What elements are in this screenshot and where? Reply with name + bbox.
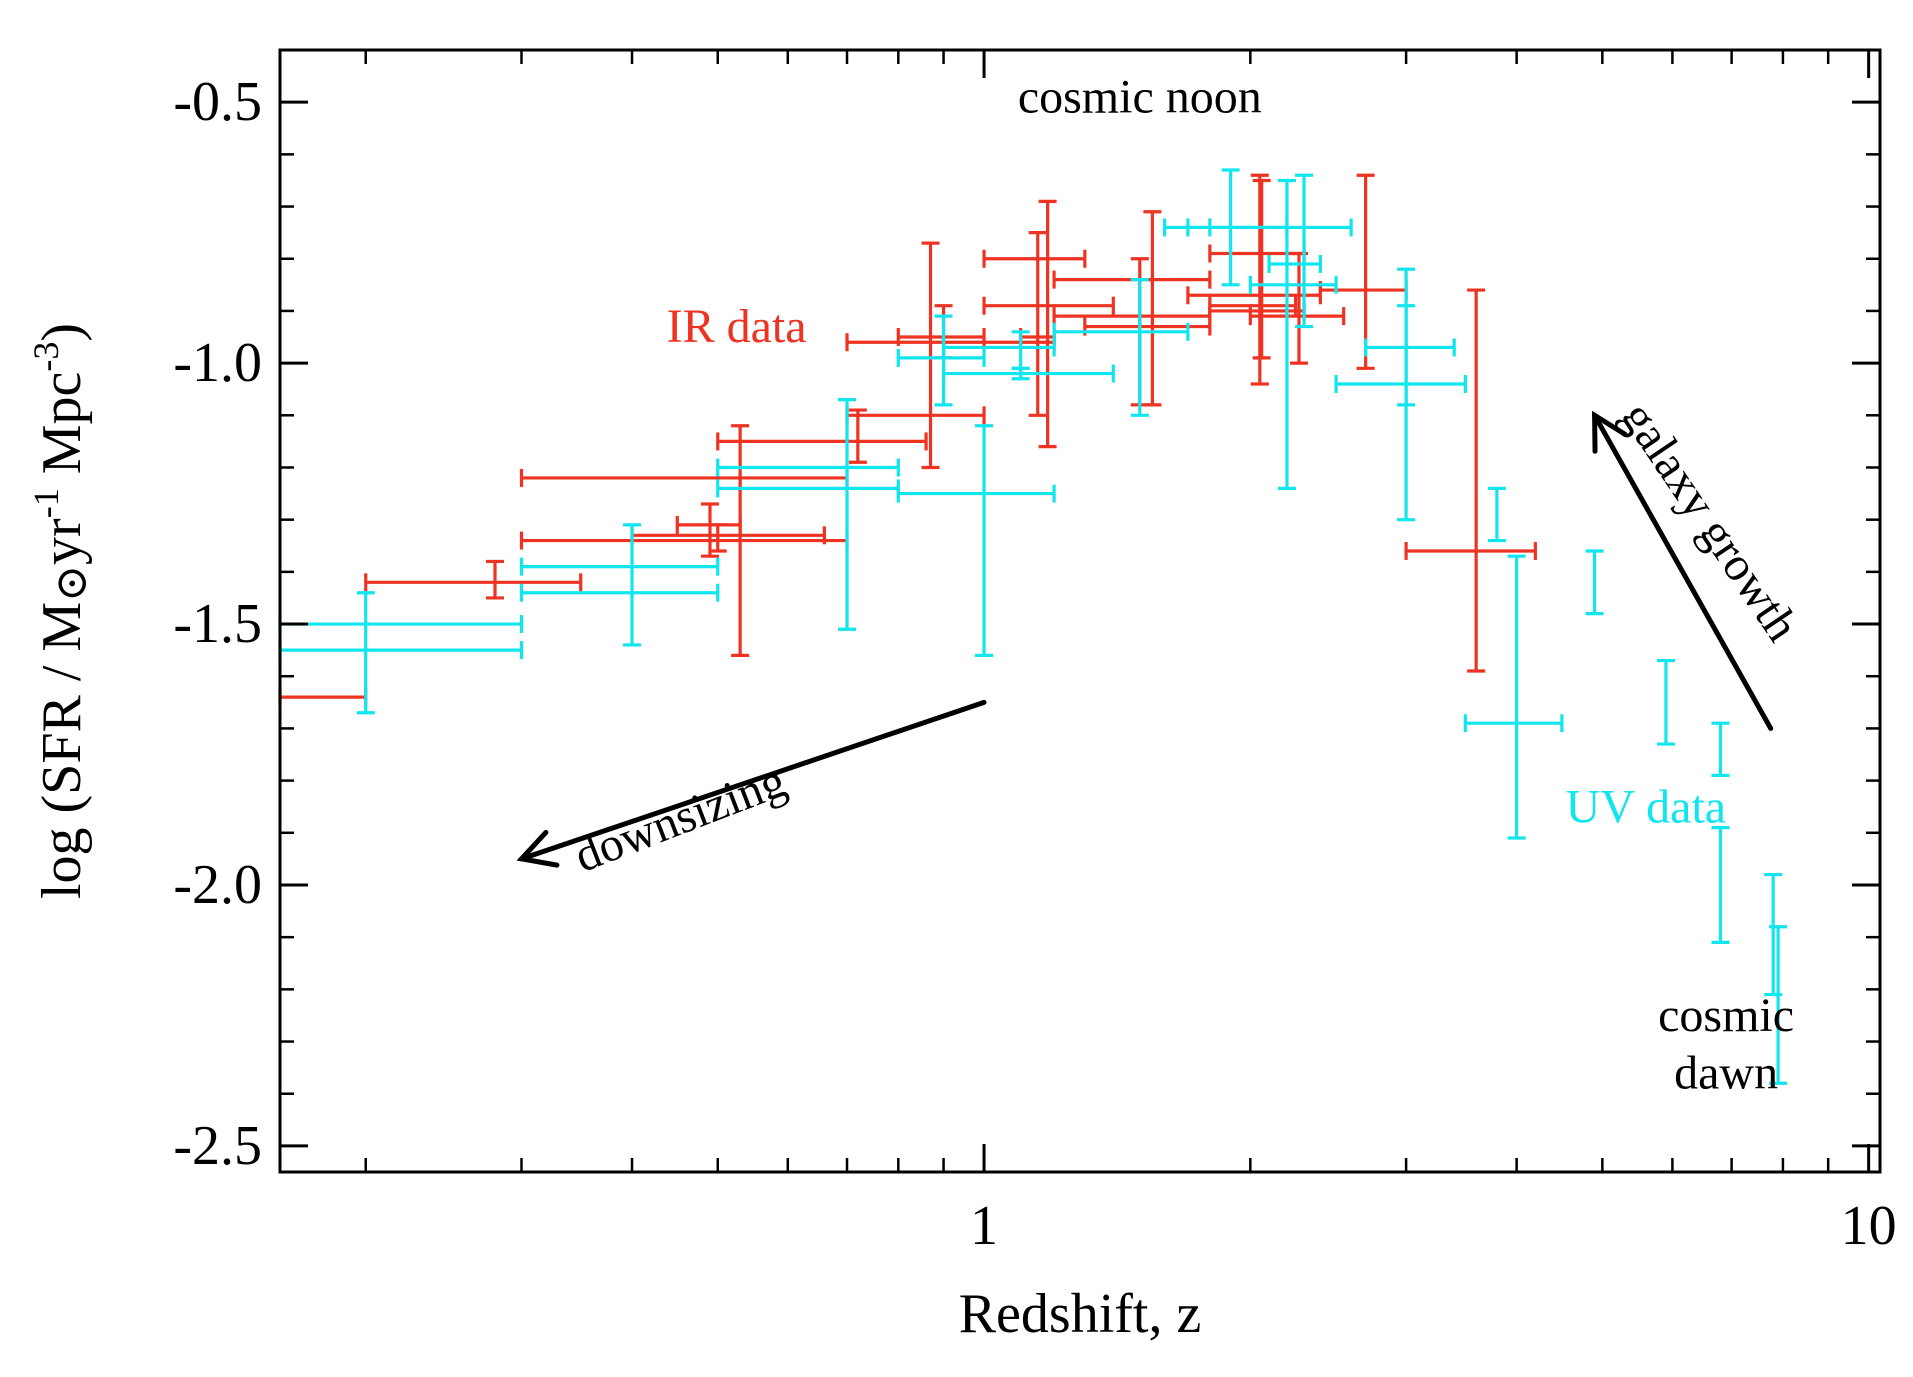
y-title-suffix: )	[31, 323, 93, 342]
downsizing-arrow	[516, 699, 987, 868]
y-title-mpc: Mpc	[31, 372, 93, 489]
data-point	[1248, 275, 1338, 294]
data-point	[278, 615, 524, 634]
axes: -0.5 -1.0 -1.5 -2.0 -2.5 1 10	[173, 48, 1897, 1257]
data-point	[1656, 658, 1675, 746]
y-tick-label: -2.5	[173, 1115, 262, 1177]
data-point	[278, 688, 368, 707]
data-point	[519, 557, 720, 576]
data-point	[519, 523, 849, 553]
y-tick-label: -1.0	[173, 332, 262, 394]
annotation-uv-label: UV data	[1566, 780, 1726, 833]
arrow-shaft	[1592, 412, 1774, 731]
data-point	[519, 468, 849, 487]
data-point	[941, 330, 1056, 370]
series-ir-data	[278, 173, 1537, 707]
data-point	[1711, 825, 1730, 944]
y-title-exp2: -3	[26, 342, 66, 372]
data-point	[1208, 178, 1353, 490]
galaxy-growth-arrow	[1592, 410, 1774, 731]
data-point	[1052, 278, 1190, 417]
data-point	[364, 559, 583, 600]
data-point	[1208, 244, 1306, 263]
data-point	[1083, 210, 1212, 407]
x-tick-label: 10	[1841, 1195, 1897, 1257]
y-axis-title: log (SFR / M⊙yr-1 Mpc-3)	[26, 323, 96, 899]
data-point	[896, 424, 1056, 657]
annotation-cosmic-dawn-2: dawn	[1674, 1047, 1778, 1100]
annotation-galaxy-growth: galaxy growth	[1611, 392, 1809, 650]
data-point	[1487, 486, 1506, 543]
data-point	[1769, 925, 1788, 1085]
data-point	[716, 458, 900, 477]
data-point	[982, 199, 1115, 449]
data-point	[1711, 721, 1730, 777]
data-point	[845, 241, 986, 470]
data-point	[278, 591, 524, 715]
x-axis-title: Redshift, z	[959, 1283, 1202, 1345]
data-point	[1208, 178, 1306, 360]
y-tick-label: -1.5	[173, 593, 262, 655]
data-point	[1267, 173, 1322, 329]
arrow-shaft	[518, 699, 987, 862]
data-point	[1334, 267, 1467, 522]
plot-frame	[278, 48, 1882, 1174]
annotation-ir-label: IR data	[667, 300, 807, 353]
annotation-cosmic-noon: cosmic noon	[1018, 71, 1262, 124]
data-point	[1248, 251, 1346, 365]
arrow-head	[516, 829, 560, 868]
x-tick-label: 1	[970, 1195, 998, 1257]
data-point	[1463, 554, 1564, 840]
data-point	[716, 398, 900, 631]
data-point	[1364, 304, 1456, 407]
data-marks	[278, 168, 1788, 1085]
data-point	[1585, 549, 1604, 616]
annotation-downsizing: downsizing	[567, 754, 793, 883]
data-point	[982, 249, 1087, 268]
data-point	[519, 523, 720, 647]
data-point	[1208, 173, 1298, 386]
annotation-cosmic-dawn-1: cosmic	[1658, 989, 1794, 1042]
y-title-yr: yr	[31, 518, 93, 565]
data-point	[1318, 173, 1408, 370]
data-point	[896, 304, 986, 360]
data-point	[1404, 288, 1537, 673]
y-title-sun: ⊙	[47, 565, 96, 602]
data-point	[675, 502, 742, 558]
y-tick-label: -0.5	[173, 71, 262, 133]
data-point	[716, 408, 928, 464]
y-tick-label: -2.0	[173, 854, 262, 916]
data-point	[896, 314, 986, 407]
y-title-prefix: log (SFR / M	[31, 602, 93, 899]
y-title-exp1: -1	[26, 488, 66, 518]
arrow-head	[1592, 410, 1628, 454]
series-uv-data	[278, 168, 1788, 1085]
